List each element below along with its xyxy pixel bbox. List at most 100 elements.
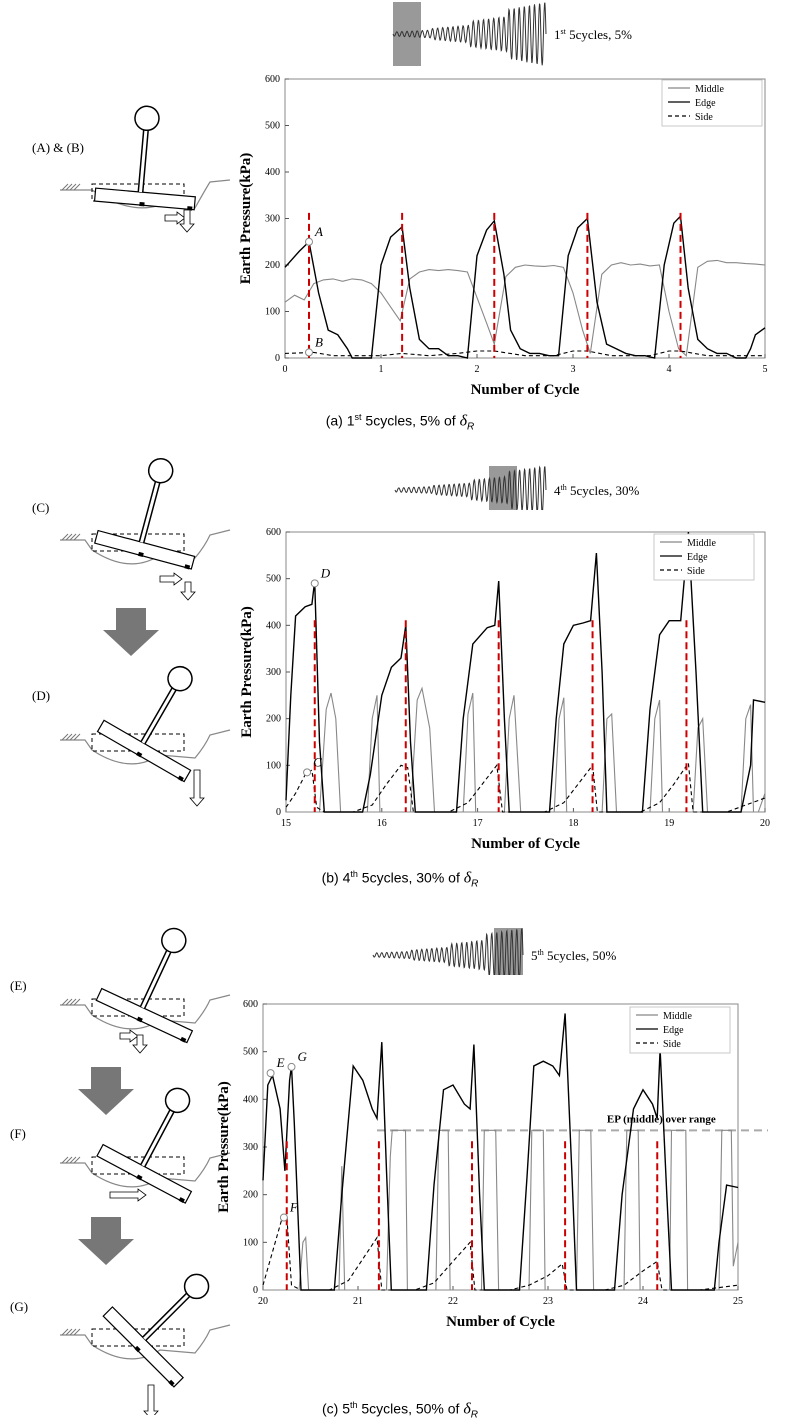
legend-label: Side — [663, 1039, 681, 1050]
footing-group — [93, 105, 196, 211]
y-tick-label: 400 — [266, 620, 281, 631]
footing-group — [93, 457, 196, 570]
caption-b-sub: R — [471, 878, 479, 890]
hatch-icon — [61, 1328, 81, 1336]
strip-label: 4th 5cycles, 30% — [554, 483, 639, 498]
caption-b-rest: 5cycles, 30% of — [357, 869, 464, 886]
sensor-edge — [184, 564, 191, 570]
footing-group — [96, 665, 193, 783]
column-inner — [141, 950, 171, 1009]
hatch-icon — [61, 998, 81, 1006]
legend: Middle Edge Side — [653, 533, 755, 581]
point-marker — [305, 237, 313, 246]
x-axis-label: Number of Cycle — [471, 836, 580, 852]
caption-a-sub: R — [467, 421, 475, 433]
sketch-label: (D) — [32, 688, 50, 703]
caption-a-sup: st — [354, 412, 362, 422]
strip-label-num: 5 — [531, 948, 538, 963]
sketch-label: (A) & (B) — [32, 140, 84, 155]
footing-group — [102, 1273, 210, 1388]
caption-c-prefix: (c) 5 — [321, 1400, 350, 1417]
y-axis-label: Earth Pressure(kPa) — [216, 1081, 232, 1213]
y-tick-label: 0 — [253, 1285, 258, 1296]
panel-b: 4th 5cycles, 30% (C) (D) 0 100 200 300 400 500… — [0, 440, 800, 890]
arrow-right-icon — [109, 1188, 147, 1202]
legend-label: Edge — [687, 552, 708, 563]
mass — [164, 1087, 191, 1114]
sensor-edge — [187, 206, 193, 211]
chart-a: 0 100 200 300 400 500 600 0 1 2 3 4 5 Number of Cycle… — [238, 74, 768, 398]
footing-group — [96, 1087, 193, 1204]
point-marker — [279, 1213, 288, 1222]
sensor-edge — [177, 775, 184, 782]
x-tick-label: 1 — [379, 364, 384, 375]
x-tick-label: 22 — [448, 1296, 458, 1307]
y-tick-label: 500 — [266, 574, 281, 585]
big-arrow-icon — [78, 1067, 134, 1115]
series-line-edge — [284, 214, 766, 359]
strip-label-rest: 5cycles, 30% — [567, 483, 640, 498]
sketch-group: (A) & (B) — [32, 105, 231, 211]
strip-wave — [394, 465, 547, 510]
x-tick-label: 20 — [258, 1296, 268, 1307]
caption-b: (b) 4th 5cycles, 30% of δR — [0, 869, 800, 889]
strip-label-rest: 5cycles, 5% — [566, 27, 632, 42]
point-marker-label: D — [320, 565, 331, 580]
y-tick-label: 100 — [243, 1237, 258, 1248]
arrow-right-icon — [159, 572, 183, 586]
arrow-down-icon — [179, 209, 195, 233]
sketch-group: (E) — [10, 927, 231, 1044]
sensor-middle — [139, 201, 145, 207]
point-marker — [303, 768, 312, 777]
hatch-icon — [61, 733, 81, 741]
caption-c-sup: th — [349, 1400, 358, 1410]
y-tick-label: 300 — [266, 667, 281, 678]
x-axis-label: Number of Cycle — [446, 1314, 555, 1330]
sensor-middle — [136, 1016, 143, 1023]
arrow-down-icon — [180, 581, 196, 601]
strip-label: 1st 5cycles, 5% — [554, 27, 632, 42]
arrow-down-icon — [143, 1384, 159, 1415]
mass — [167, 665, 193, 692]
arrow-right-icon — [164, 211, 186, 225]
y-axis-label: Earth Pressure(kPa) — [239, 606, 255, 738]
sketch-label: (G) — [10, 1299, 28, 1314]
mass — [161, 927, 187, 954]
series-line-middle — [284, 259, 766, 357]
y-tick-label: 400 — [243, 1094, 258, 1105]
column-inner — [141, 688, 176, 744]
y-tick-label: 0 — [276, 807, 281, 818]
sketch-c: (E) (F) (G) — [10, 927, 231, 1415]
legend-label: Edge — [695, 98, 716, 109]
point-marker — [266, 1069, 275, 1078]
x-tick-label: 16 — [377, 818, 387, 829]
sensor-middle — [134, 1345, 141, 1353]
point-marker-label: B — [315, 334, 323, 349]
y-tick-label: 200 — [265, 260, 280, 271]
caption-c-rest: 5cycles, 50% of — [357, 1400, 464, 1417]
arrow-right-icon — [119, 1029, 139, 1043]
y-tick-label: 100 — [266, 760, 281, 771]
y-tick-label: 400 — [265, 167, 280, 178]
sketch-label: (F) — [10, 1126, 26, 1141]
legend-label: Edge — [663, 1025, 684, 1036]
range-annotation: EP (middle) over range — [607, 1113, 716, 1125]
point-marker — [310, 579, 319, 588]
sensor-middle — [136, 1174, 143, 1181]
caption-a-rest: 5cycles, 5% of — [361, 412, 460, 429]
strip-label-sup: th — [538, 948, 544, 957]
legend-label: Middle — [695, 84, 724, 95]
y-axis-label: Earth Pressure(kPa) — [238, 153, 254, 285]
x-tick-label: 4 — [667, 364, 672, 375]
x-tick-label: 15 — [281, 818, 291, 829]
y-tick-label: 100 — [265, 307, 280, 318]
chart-b: 0 100 200 300 400 500 600 15 16 17 18 19 20 Number of… — [239, 527, 770, 852]
y-tick-label: 300 — [265, 214, 280, 225]
sketch-group: (D) — [32, 665, 231, 783]
series-line-side — [285, 761, 766, 813]
sketch-b: (C) (D) — [32, 457, 231, 807]
sensor-edge — [178, 1197, 185, 1203]
hatch-icon — [61, 183, 81, 191]
strip-label: 5th 5cycles, 50% — [531, 948, 616, 963]
y-tick-label: 600 — [243, 999, 258, 1010]
